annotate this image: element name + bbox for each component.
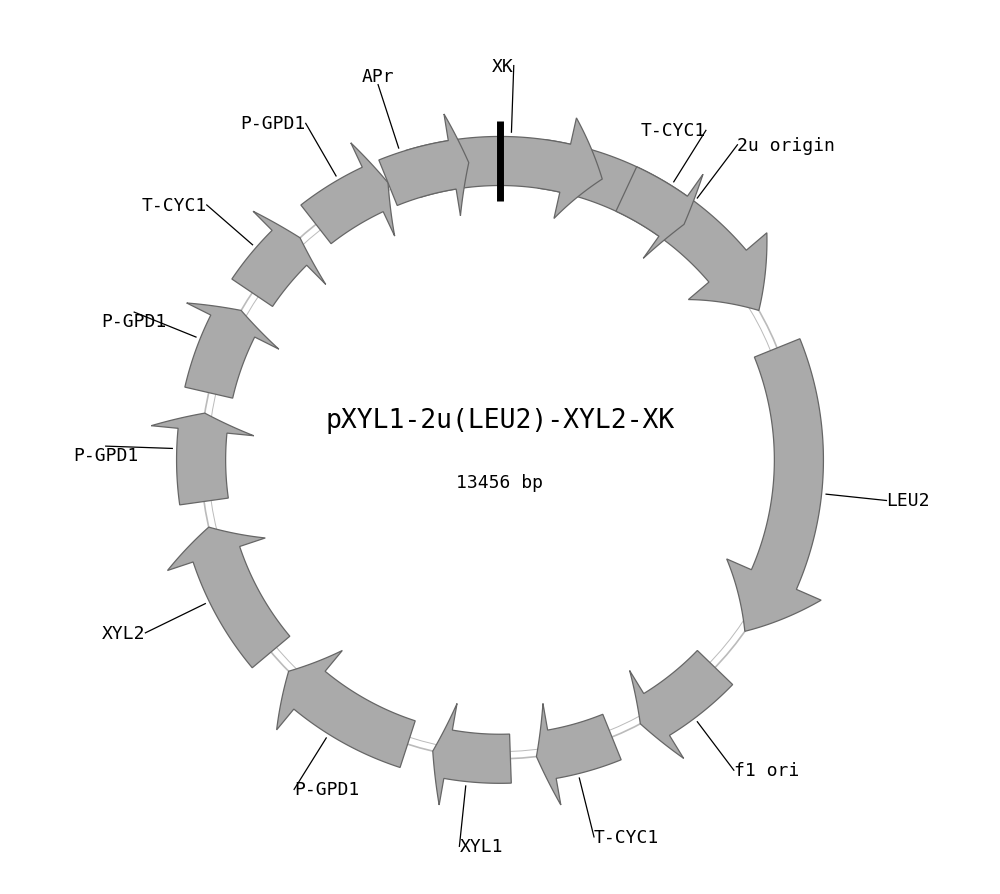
Text: pXYL1-2u(LEU2)-XYL2-XK: pXYL1-2u(LEU2)-XYL2-XK xyxy=(325,408,675,434)
Text: XK: XK xyxy=(492,57,514,75)
Text: T-CYC1: T-CYC1 xyxy=(141,197,207,215)
Text: T-CYC1: T-CYC1 xyxy=(641,122,706,140)
Text: P-GPD1: P-GPD1 xyxy=(73,447,138,465)
Polygon shape xyxy=(277,651,415,768)
Polygon shape xyxy=(232,212,326,308)
Text: P-GPD1: P-GPD1 xyxy=(240,115,306,133)
Text: f1 ori: f1 ori xyxy=(734,762,799,780)
Text: T-CYC1: T-CYC1 xyxy=(594,828,659,846)
Polygon shape xyxy=(379,114,469,216)
Polygon shape xyxy=(616,167,703,259)
Polygon shape xyxy=(185,304,279,399)
Polygon shape xyxy=(151,414,254,505)
Polygon shape xyxy=(167,527,290,668)
Polygon shape xyxy=(433,704,511,805)
Polygon shape xyxy=(538,140,767,311)
Text: 13456 bp: 13456 bp xyxy=(456,474,544,492)
Text: XYL2: XYL2 xyxy=(102,624,145,642)
Polygon shape xyxy=(536,704,621,805)
Text: LEU2: LEU2 xyxy=(886,492,930,510)
Polygon shape xyxy=(405,119,602,219)
Polygon shape xyxy=(301,144,395,244)
Polygon shape xyxy=(630,651,733,758)
Text: 2u origin: 2u origin xyxy=(737,137,835,155)
Polygon shape xyxy=(727,340,823,632)
Text: APr: APr xyxy=(362,68,394,86)
Text: XYL1: XYL1 xyxy=(459,838,503,856)
Text: P-GPD1: P-GPD1 xyxy=(102,313,167,331)
Text: P-GPD1: P-GPD1 xyxy=(294,780,359,798)
